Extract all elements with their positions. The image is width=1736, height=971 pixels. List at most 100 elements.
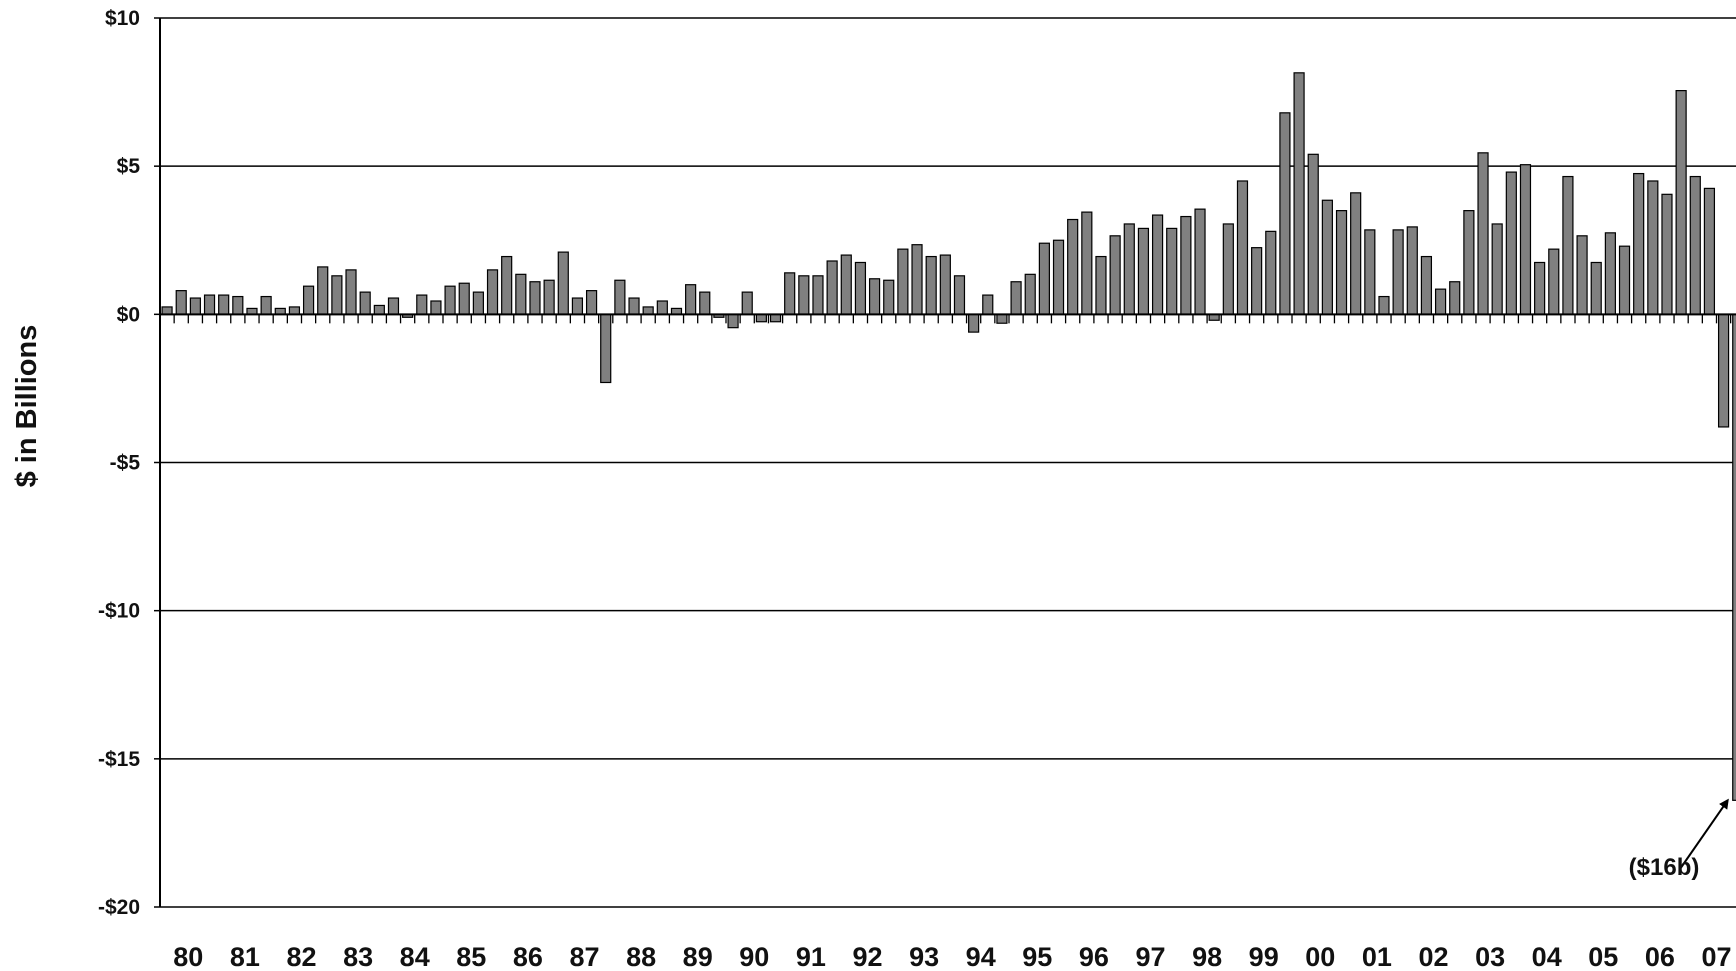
x-tick-label: 07 xyxy=(1701,942,1731,971)
bar xyxy=(1364,229,1376,315)
bar xyxy=(1236,180,1249,315)
bar xyxy=(642,306,654,315)
bar xyxy=(458,282,470,315)
x-tick-label: 05 xyxy=(1588,942,1618,971)
y-tick-label: -$10 xyxy=(98,600,140,623)
bar xyxy=(1505,171,1517,315)
x-tick-label: 98 xyxy=(1192,942,1222,971)
bar xyxy=(585,290,598,315)
bar xyxy=(1562,175,1574,315)
gridlines xyxy=(154,17,1736,908)
bar xyxy=(727,313,739,329)
bar xyxy=(189,297,201,315)
bar xyxy=(515,273,527,315)
x-tick-label: 86 xyxy=(513,942,543,971)
bar xyxy=(373,304,385,315)
bar xyxy=(741,291,753,315)
bar xyxy=(1010,281,1022,315)
bar xyxy=(1449,281,1461,315)
bar xyxy=(755,313,767,323)
bar xyxy=(826,260,838,315)
bar xyxy=(1534,261,1546,315)
bar xyxy=(1618,245,1631,315)
bar xyxy=(571,297,584,315)
bar xyxy=(1392,229,1404,315)
y-tick-label: $5 xyxy=(117,155,141,178)
bar xyxy=(501,255,513,315)
x-tick-label: 92 xyxy=(852,942,882,971)
bar xyxy=(359,291,371,315)
bar xyxy=(798,275,810,315)
axes xyxy=(159,18,1736,907)
bar xyxy=(387,297,400,315)
bar xyxy=(1052,239,1065,315)
x-tick-label: 06 xyxy=(1645,942,1675,971)
y-tick-label: $0 xyxy=(117,303,140,326)
bar xyxy=(486,269,499,315)
bar xyxy=(939,254,951,315)
bar xyxy=(1406,226,1418,315)
x-tick-label: 84 xyxy=(400,942,430,971)
x-tick-label: 90 xyxy=(739,942,769,971)
bar xyxy=(1095,255,1107,315)
x-tick-label: 87 xyxy=(569,942,599,971)
bar xyxy=(1307,153,1319,315)
bar xyxy=(1633,172,1645,315)
bar xyxy=(345,269,357,315)
bar xyxy=(925,255,937,315)
x-tick-label: 91 xyxy=(796,942,826,971)
bar xyxy=(1576,235,1588,315)
bar xyxy=(1251,247,1263,315)
bar xyxy=(600,313,612,384)
bar xyxy=(472,291,484,315)
bar xyxy=(557,251,569,315)
x-tick-label: 95 xyxy=(1022,942,1052,971)
bar xyxy=(968,313,980,333)
bar xyxy=(288,306,301,315)
bar xyxy=(161,306,173,315)
bar xyxy=(317,266,329,315)
bar xyxy=(218,294,230,315)
bar xyxy=(1604,232,1616,315)
y-tick-label: -$15 xyxy=(98,748,140,771)
x-tick-label: 94 xyxy=(966,942,996,971)
y-tick-label: $10 xyxy=(105,7,140,30)
bar xyxy=(1265,230,1277,315)
bar xyxy=(868,278,881,315)
x-tick-label: 93 xyxy=(909,942,939,971)
x-tick-label: 97 xyxy=(1135,942,1165,971)
bar xyxy=(1024,273,1036,315)
bar xyxy=(1081,211,1093,315)
bar xyxy=(543,279,555,315)
bar xyxy=(1321,199,1333,315)
bar xyxy=(1675,89,1687,315)
bar xyxy=(1548,248,1560,315)
bar xyxy=(1137,227,1150,315)
y-tick-label: -$20 xyxy=(98,896,140,919)
bar xyxy=(444,285,456,315)
bar xyxy=(1717,313,1730,428)
bar xyxy=(260,295,272,315)
bar xyxy=(1109,235,1121,315)
bar xyxy=(1647,180,1659,315)
bar xyxy=(1420,255,1433,315)
bar xyxy=(1194,208,1206,315)
bar xyxy=(685,284,697,315)
bar xyxy=(1166,227,1178,315)
bar xyxy=(911,244,923,315)
bar xyxy=(1038,242,1050,315)
bar xyxy=(1279,112,1291,315)
bar xyxy=(1180,215,1192,315)
bar xyxy=(982,294,994,315)
x-tick-label: 02 xyxy=(1418,942,1448,971)
annotations: ($16b) xyxy=(1629,798,1729,881)
bar xyxy=(1689,175,1701,315)
bar xyxy=(996,313,1008,324)
x-tick-label: 85 xyxy=(456,942,486,971)
bar xyxy=(1067,218,1079,315)
x-tick-label: 88 xyxy=(626,942,656,971)
bars xyxy=(161,72,1736,801)
x-tick-label: 83 xyxy=(343,942,373,971)
x-tick-label: 80 xyxy=(173,942,203,971)
